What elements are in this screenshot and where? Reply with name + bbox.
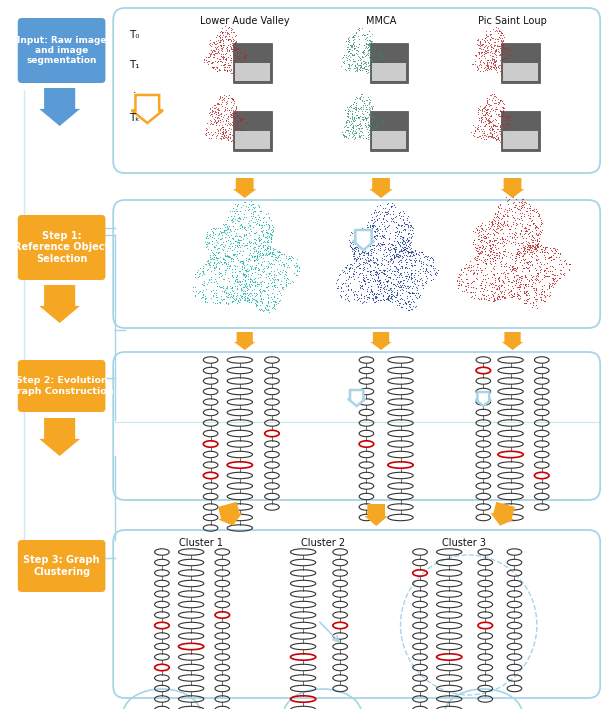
Polygon shape (39, 285, 80, 323)
Polygon shape (501, 178, 524, 198)
Polygon shape (233, 178, 256, 198)
FancyBboxPatch shape (235, 63, 270, 81)
FancyBboxPatch shape (235, 131, 270, 149)
Text: Cluster 1: Cluster 1 (179, 538, 223, 548)
Polygon shape (353, 230, 375, 250)
FancyBboxPatch shape (371, 131, 406, 149)
Text: Lower Aude Valley: Lower Aude Valley (200, 16, 290, 26)
Polygon shape (475, 392, 491, 406)
Text: MMCA: MMCA (366, 16, 396, 26)
Text: Input: Raw image
and image
segmentation: Input: Raw image and image segmentation (17, 35, 106, 65)
FancyBboxPatch shape (233, 111, 272, 151)
FancyBboxPatch shape (501, 43, 540, 83)
Text: Step 3: Graph
Clustering: Step 3: Graph Clustering (23, 555, 100, 577)
Polygon shape (490, 502, 515, 525)
Text: Step 1:
Reference Object
Selection: Step 1: Reference Object Selection (14, 231, 109, 264)
FancyBboxPatch shape (18, 215, 106, 280)
Polygon shape (364, 504, 388, 526)
Text: Pic Saint Loup: Pic Saint Loup (478, 16, 547, 26)
Polygon shape (502, 332, 523, 350)
FancyBboxPatch shape (371, 63, 406, 81)
FancyBboxPatch shape (233, 43, 272, 83)
Polygon shape (348, 390, 365, 406)
FancyBboxPatch shape (501, 111, 540, 151)
FancyBboxPatch shape (18, 360, 106, 412)
FancyBboxPatch shape (503, 63, 538, 81)
Text: T₁: T₁ (129, 60, 140, 70)
Text: Cluster 2: Cluster 2 (300, 538, 345, 548)
Polygon shape (370, 332, 392, 350)
Polygon shape (218, 502, 243, 525)
FancyBboxPatch shape (18, 540, 106, 592)
FancyBboxPatch shape (370, 43, 408, 83)
Polygon shape (234, 332, 256, 350)
Polygon shape (132, 95, 163, 123)
Polygon shape (39, 88, 80, 126)
Text: Tₖ: Tₖ (129, 113, 140, 123)
FancyBboxPatch shape (18, 18, 106, 83)
Text: ·: · (133, 88, 137, 98)
Text: Step 2: Evolution
Graph Construction: Step 2: Evolution Graph Construction (9, 376, 114, 396)
Text: T₀: T₀ (129, 30, 140, 40)
FancyBboxPatch shape (503, 131, 538, 149)
FancyBboxPatch shape (370, 111, 408, 151)
Polygon shape (370, 178, 393, 198)
Polygon shape (39, 418, 80, 456)
Text: Cluster 3: Cluster 3 (442, 538, 486, 548)
